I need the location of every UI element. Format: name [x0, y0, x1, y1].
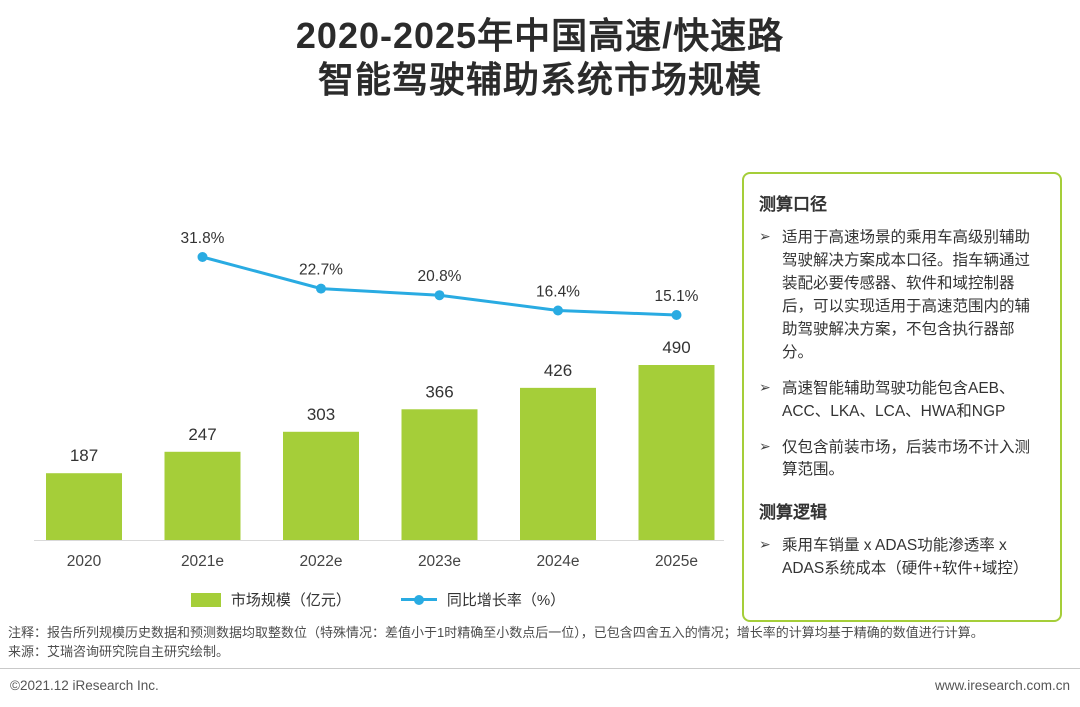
chart-legend: 市场规模（亿元） 同比增长率（%）	[28, 589, 728, 610]
x-axis-label: 2021e	[181, 553, 224, 570]
growth-rate-label: 31.8%	[181, 230, 225, 247]
legend-item-growth-rate: 同比增长率（%）	[400, 589, 566, 610]
x-axis-label: 2023e	[418, 553, 461, 570]
line-legend-dot-icon	[413, 594, 424, 605]
x-axis-label: 2020	[67, 553, 102, 570]
panel-bullet-text: 仅包含前装市场，后装市场不计入测算范围。	[782, 438, 1031, 479]
x-axis-label: 2025e	[655, 553, 698, 570]
footer-divider	[0, 668, 1080, 669]
growth-rate-point	[671, 310, 682, 320]
website-url: www.iresearch.com.cn	[934, 678, 1070, 693]
panel-bullet: ➢ 仅包含前装市场，后装市场不计入测算范围。	[759, 437, 1045, 483]
note-source: 来源：艾瑞咨询研究院自主研究绘制。	[8, 644, 230, 659]
bar-value-label: 426	[544, 361, 572, 380]
x-axis-label: 2022e	[299, 553, 342, 570]
bar-2022e	[283, 431, 359, 540]
copyright-text: ©2021.12 iResearch Inc.	[10, 678, 159, 693]
panel-bullet: ➢ 乘用车销量 x ADAS功能渗透率 x ADAS系统成本（硬件+软件+域控）	[759, 535, 1045, 581]
chart-title: 2020-2025年中国高速/快速路 智能驾驶辅助系统市场规模	[0, 14, 1080, 102]
panel-bullet-text: 高速智能辅助驾驶功能包含AEB、ACC、LKA、LCA、HWA和NGP	[782, 379, 1015, 420]
bar-2024e	[520, 387, 596, 540]
growth-rate-line	[201, 255, 678, 317]
bar-2021e	[164, 451, 241, 540]
panel-bullet: ➢ 高速智能辅助驾驶功能包含AEB、ACC、LKA、LCA、HWA和NGP	[759, 378, 1045, 424]
panel-section-title-logic: 测算逻辑	[759, 503, 827, 523]
growth-rate-point	[316, 283, 326, 294]
panel-section-title-caliber: 测算口径	[759, 195, 827, 214]
bar-value-label: 366	[425, 382, 453, 401]
growth-rate-point	[434, 290, 445, 301]
bar-value-label: 187	[70, 446, 98, 465]
footer-bar: ©2021.12 iResearch Inc. www.iresearch.co…	[10, 678, 1070, 693]
panel-bullet-text: 乘用车销量 x ADAS功能渗透率 x ADAS系统成本（硬件+软件+域控）	[782, 537, 1029, 578]
legend-label-market-size: 市场规模（亿元）	[230, 592, 351, 609]
growth-rate-point	[553, 305, 563, 316]
arrow-bullet-icon: ➢	[759, 379, 771, 396]
legend-label-growth-rate: 同比增长率（%）	[446, 592, 566, 609]
growth-rate-label: 16.4%	[536, 283, 580, 300]
methodology-panel: 测算口径 ➢ 适用于高速场景的乘用车高级别辅助驾驶解决方案成本口径。指车辆通过装…	[742, 172, 1062, 622]
bar-2023e	[401, 409, 478, 540]
bar-value-label: 490	[662, 338, 690, 357]
legend-item-market-size: 市场规模（亿元）	[190, 589, 351, 610]
line-legend-swatch-icon	[400, 594, 437, 605]
bar-value-label: 303	[307, 405, 335, 424]
growth-rate-label: 22.7%	[299, 262, 343, 279]
growth-rate-label: 15.1%	[655, 288, 699, 305]
market-size-bar-line-chart: 187 2020 247 2021e 303 2022e 366 2023e 426 2024e 4…	[34, 230, 724, 570]
arrow-bullet-icon: ➢	[759, 537, 771, 554]
footnotes: 注释：报告所列规模历史数据和预测数据均取整数位（特殊情况：差值小于1时精确至小数…	[8, 623, 1072, 661]
panel-bullet: ➢ 适用于高速场景的乘用车高级别辅助驾驶解决方案成本口径。指车辆通过装配必要传感…	[759, 227, 1045, 365]
chart-title-line1: 2020-2025年中国高速/快速路	[295, 15, 785, 56]
growth-rate-point	[197, 252, 208, 262]
bar-legend-swatch-icon	[190, 592, 221, 607]
bar-2025e	[638, 365, 715, 540]
growth-rate-label: 20.8%	[418, 268, 462, 285]
bar-2020	[46, 473, 122, 540]
note-annotation: 注释：报告所列规模历史数据和预测数据均取整数位（特殊情况：差值小于1时精确至小数…	[8, 625, 984, 640]
arrow-bullet-icon: ➢	[759, 438, 771, 455]
x-axis-label: 2024e	[536, 553, 579, 570]
panel-bullet-text: 适用于高速场景的乘用车高级别辅助驾驶解决方案成本口径。指车辆通过装配必要传感器、…	[782, 229, 1031, 361]
bar-value-label: 247	[188, 425, 216, 444]
chart-title-line2: 智能驾驶辅助系统市场规模	[317, 59, 762, 100]
arrow-bullet-icon: ➢	[759, 229, 771, 245]
